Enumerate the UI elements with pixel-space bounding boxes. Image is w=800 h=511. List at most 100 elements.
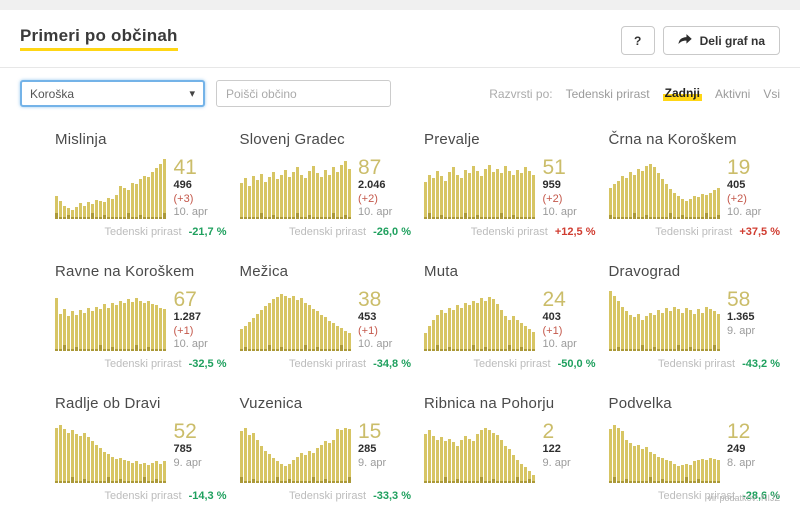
bar-base-segment <box>155 479 158 483</box>
help-button[interactable]: ? <box>620 26 655 55</box>
bars <box>239 289 352 351</box>
bar-base-segment <box>147 347 150 351</box>
bar <box>323 317 327 351</box>
bar-base-segment <box>127 213 130 219</box>
bar <box>452 167 455 219</box>
bar <box>151 304 154 351</box>
bar <box>139 301 142 351</box>
bar-base-segment <box>448 217 451 219</box>
bar <box>299 453 303 483</box>
bar-base-segment <box>472 217 475 219</box>
bar-base-segment <box>612 349 616 351</box>
bar-base-segment <box>680 349 684 351</box>
bar-base-segment <box>684 477 688 483</box>
bar-base-segment <box>247 349 251 351</box>
bar-base-segment <box>696 217 700 219</box>
bar <box>708 458 712 483</box>
bar-base-segment <box>512 215 515 219</box>
region-select[interactable]: Koroška ▾ <box>20 80 205 107</box>
date-label: 10. apr <box>542 338 577 350</box>
bar-base-segment <box>159 349 162 351</box>
bar-base-segment <box>103 481 106 483</box>
bar-base-segment <box>299 349 303 351</box>
bar-base-segment <box>620 349 624 351</box>
new-cases: (+2) <box>727 192 747 205</box>
bar-base-segment <box>608 349 612 351</box>
bar <box>644 166 648 219</box>
bar <box>335 429 339 483</box>
bar <box>251 318 255 351</box>
bar <box>688 465 692 483</box>
bar-base-segment <box>287 217 291 219</box>
sort-option-last[interactable]: Zadnji <box>662 86 702 101</box>
bar-base-segment <box>704 349 708 351</box>
bar <box>343 161 347 219</box>
bar <box>155 461 158 483</box>
bar-base-segment <box>335 217 339 219</box>
bar <box>656 173 660 219</box>
bar-base-segment <box>484 481 487 483</box>
bars <box>239 157 352 219</box>
bar <box>448 308 451 351</box>
bar <box>303 303 307 351</box>
cases-chart: 87 2.046 (+2) 10. apr <box>239 157 412 219</box>
bar <box>444 313 447 351</box>
bar <box>652 315 656 351</box>
bar <box>672 307 676 351</box>
bar-base-segment <box>680 481 684 483</box>
bar <box>143 176 146 219</box>
bars <box>424 421 536 483</box>
bar <box>119 186 122 219</box>
bar-base-segment <box>339 481 343 483</box>
bar <box>323 441 327 483</box>
bar <box>704 307 708 351</box>
bar-base-segment <box>155 349 158 351</box>
bar <box>119 301 122 351</box>
bar <box>307 171 311 219</box>
growth-label: Tedenski prirast <box>288 358 367 370</box>
bar-base-segment <box>488 217 491 219</box>
bar-base-segment <box>476 215 479 219</box>
municipality-search-input[interactable] <box>216 80 391 107</box>
bar <box>636 445 640 483</box>
municipality-card: Slovenj Gradec 87 2.046 (+2) 10. apr Ted… <box>239 131 412 238</box>
active-count: 67 <box>173 288 197 311</box>
region-select-value: Koroška <box>30 86 75 101</box>
sort-option-all[interactable]: Vsi <box>763 86 780 101</box>
municipality-card: Muta 24 403 (+1) 10. apr Tedenski priras… <box>424 263 596 370</box>
bar-base-segment <box>251 479 255 483</box>
bar-base-segment <box>440 215 443 219</box>
stats-block: 19 405 (+2) 10. apr <box>720 157 780 219</box>
bar <box>331 323 335 351</box>
top-strip <box>0 0 800 10</box>
municipality-card: Prevalje 51 959 (+2) 10. apr Tedenski pr… <box>424 131 596 238</box>
cases-chart: 19 405 (+2) 10. apr <box>608 157 781 219</box>
bar <box>339 328 343 351</box>
growth-row: Tedenski prirast -50,0 % <box>424 358 595 370</box>
bar <box>612 184 616 219</box>
bar-base-segment <box>299 217 303 219</box>
bar <box>636 314 640 351</box>
bar-base-segment <box>59 217 62 219</box>
sort-option-weekly-growth[interactable]: Tedenski prirast <box>565 86 650 101</box>
bar-base-segment <box>524 481 527 483</box>
bar <box>708 193 712 219</box>
bar <box>319 177 323 219</box>
bar <box>59 314 62 351</box>
share-chart-button[interactable]: Deli graf na <box>662 26 780 55</box>
bar-base-segment <box>532 349 535 351</box>
bar <box>283 170 287 219</box>
bar <box>668 311 672 351</box>
bar-base-segment <box>496 349 499 351</box>
bar-base-segment <box>271 215 275 219</box>
bar-base-segment <box>636 217 640 219</box>
page-title: Primeri po občinah <box>20 26 178 51</box>
bar-base-segment <box>424 217 427 219</box>
bar <box>71 311 74 351</box>
growth-label: Tedenski prirast <box>473 358 551 370</box>
bar <box>636 169 640 219</box>
bar-base-segment <box>91 481 94 483</box>
sort-option-active[interactable]: Aktivni <box>714 86 751 101</box>
bar-base-segment <box>279 481 283 483</box>
stats-block: 67 1.287 (+1) 10. apr <box>167 289 227 351</box>
